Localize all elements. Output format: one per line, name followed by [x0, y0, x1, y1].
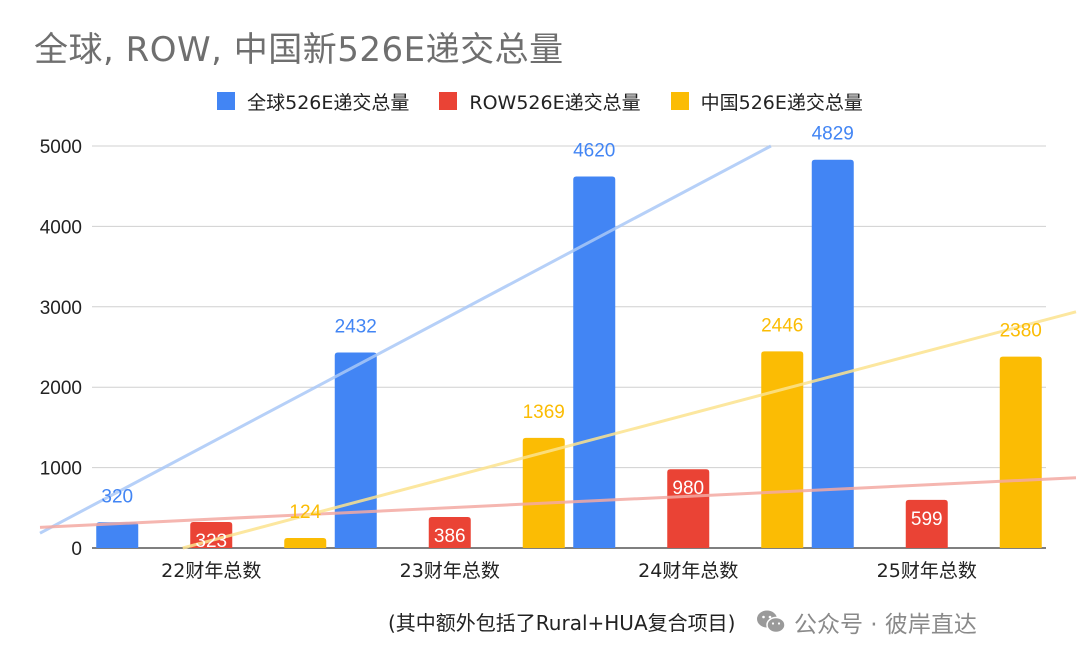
bar — [284, 538, 327, 548]
x-tick-label: 22财年总数 — [161, 560, 261, 582]
bar — [573, 176, 616, 548]
bar — [999, 356, 1042, 548]
legend-swatch-china — [670, 92, 689, 110]
footer-note: (其中额外包括了Rural+HUA复合项目) — [388, 611, 736, 635]
bar — [761, 351, 804, 548]
bar — [667, 469, 710, 548]
data-label: 323 — [195, 531, 227, 552]
legend-label-china: 中国526E递交总量 — [700, 91, 863, 114]
trendlines-group — [39, 144, 1077, 550]
watermark: 公众号 · 彼岸直达 — [756, 605, 977, 639]
trendline — [39, 476, 1077, 529]
data-label: 320 — [101, 486, 133, 507]
data-label: 124 — [289, 502, 321, 523]
y-tick-label: 2000 — [40, 378, 82, 399]
bar — [334, 352, 377, 548]
data-label: 386 — [434, 526, 466, 547]
data-label: 1369 — [523, 402, 565, 423]
data-label: 2432 — [335, 316, 377, 337]
x-tick-label: 23财年总数 — [400, 560, 500, 582]
bar — [522, 437, 565, 548]
chart-title: 全球, ROW, 中国新526E递交总量 — [34, 30, 564, 70]
data-label: 4620 — [573, 141, 615, 162]
trendline — [182, 310, 1077, 550]
bar — [96, 522, 139, 548]
bar — [811, 159, 854, 548]
data-label: 2446 — [761, 315, 803, 336]
legend-item-global: 全球526E递交总量 — [217, 88, 409, 115]
y-tick-label: 4000 — [40, 217, 82, 238]
y-tick-label: 5000 — [40, 137, 82, 158]
legend-label-row: ROW526E递交总量 — [469, 91, 641, 114]
bar — [428, 516, 471, 548]
chart-legend: 全球526E递交总量 ROW526E递交总量 中国526E递交总量 — [0, 86, 1080, 116]
data-labels-group: 320 323 124 2432 386 1369 4620 980 2446 4829 599 23… — [101, 124, 1041, 552]
trendline — [39, 144, 772, 535]
y-tick-label: 0 — [71, 539, 82, 560]
data-label: 599 — [911, 509, 943, 530]
data-label: 980 — [672, 478, 704, 499]
wechat-icon — [757, 610, 786, 634]
data-label: 2380 — [1000, 321, 1042, 342]
y-tick-label: 3000 — [40, 298, 82, 319]
x-tick-label: 24财年总数 — [638, 560, 738, 582]
bar — [905, 499, 948, 548]
bars-group — [96, 159, 1042, 548]
watermark-text: 公众号 · 彼岸直达 — [794, 612, 977, 638]
legend-swatch-global — [217, 92, 236, 110]
y-tick-label: 1000 — [40, 459, 82, 480]
data-label: 4829 — [812, 124, 854, 145]
legend-item-row: ROW526E递交总量 — [439, 88, 641, 115]
legend-item-china: 中国526E递交总量 — [670, 88, 863, 115]
legend-label-global: 全球526E递交总量 — [247, 91, 410, 114]
x-tick-label: 25财年总数 — [877, 560, 977, 582]
legend-swatch-row — [439, 92, 458, 110]
bar — [190, 522, 233, 548]
